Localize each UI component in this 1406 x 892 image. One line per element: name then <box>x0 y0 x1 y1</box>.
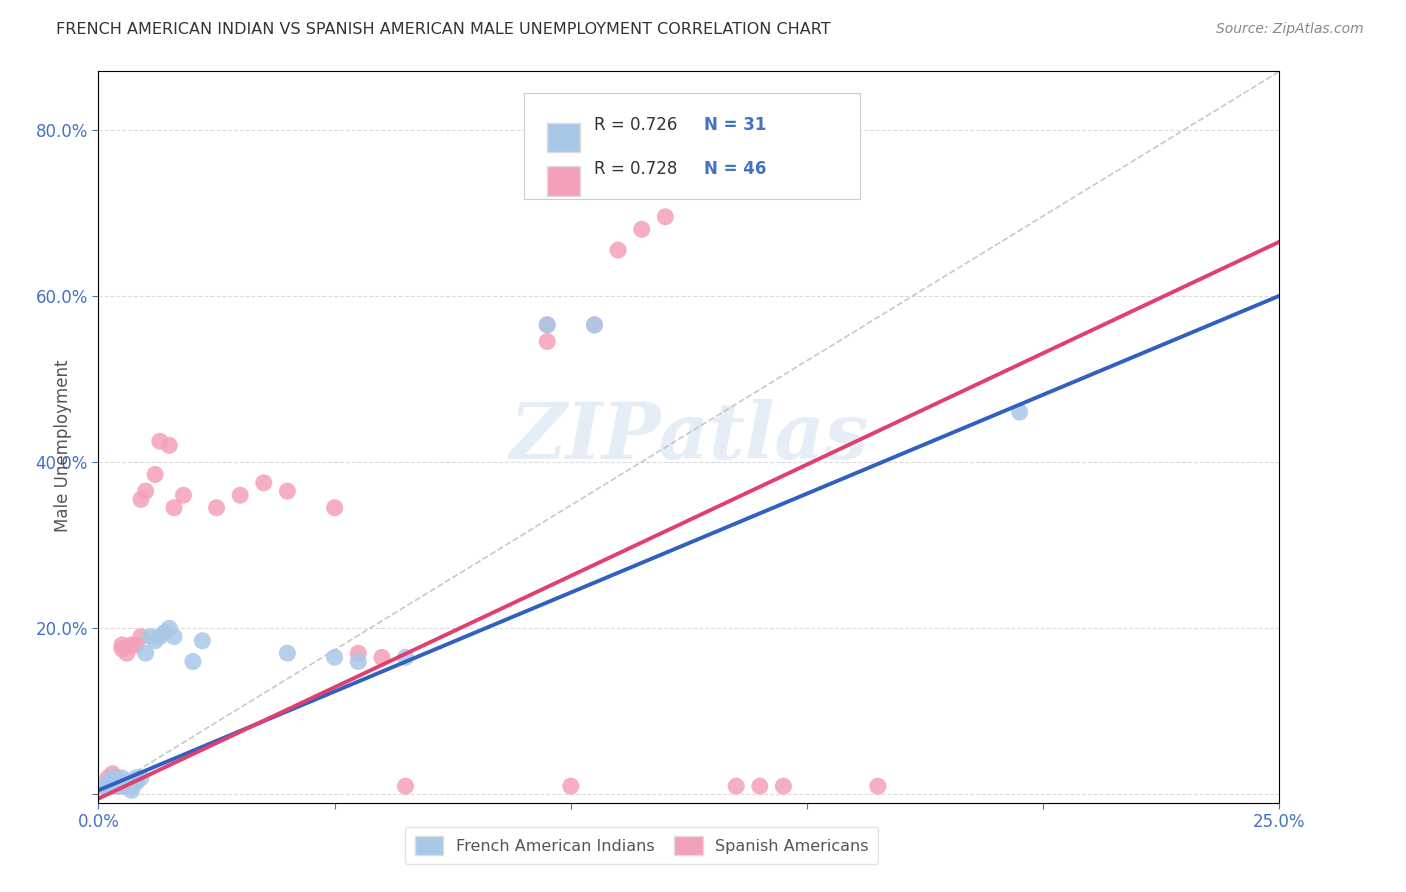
Point <box>129 630 152 644</box>
Point <box>163 630 186 644</box>
Point <box>371 650 394 665</box>
FancyBboxPatch shape <box>547 167 581 195</box>
Point <box>149 630 172 644</box>
Point <box>101 775 124 789</box>
Point <box>630 222 652 236</box>
Point <box>583 318 606 332</box>
Point <box>105 779 128 793</box>
Point <box>143 633 166 648</box>
Point <box>111 779 134 793</box>
Point <box>748 779 770 793</box>
Point <box>1008 405 1031 419</box>
Point <box>135 646 157 660</box>
Point <box>91 779 114 793</box>
Point <box>149 434 172 449</box>
Text: ZIPatlas: ZIPatlas <box>509 399 869 475</box>
Point <box>125 775 148 789</box>
Point <box>125 771 148 785</box>
Point <box>115 646 138 660</box>
Point <box>105 779 128 793</box>
Point <box>101 771 124 785</box>
Point <box>153 625 176 640</box>
Point <box>105 771 128 785</box>
Point <box>97 779 120 793</box>
Point <box>347 646 370 660</box>
Point <box>125 775 148 789</box>
Point <box>276 646 298 660</box>
Point <box>135 484 157 499</box>
FancyBboxPatch shape <box>547 122 581 152</box>
Point <box>111 771 134 785</box>
Point <box>654 210 676 224</box>
Point <box>772 779 794 793</box>
Text: R = 0.726: R = 0.726 <box>595 116 678 134</box>
Point <box>253 475 276 490</box>
Point <box>125 638 148 652</box>
Point <box>111 779 134 793</box>
Point <box>191 633 214 648</box>
Point <box>323 500 346 515</box>
Point <box>725 779 748 793</box>
Text: R = 0.728: R = 0.728 <box>595 160 678 178</box>
Point <box>139 630 162 644</box>
Point <box>97 779 120 793</box>
Point <box>121 775 143 789</box>
Point <box>172 488 194 502</box>
Point <box>143 467 166 482</box>
Point <box>129 771 152 785</box>
Point <box>678 177 700 191</box>
Point <box>323 650 346 665</box>
Point <box>866 779 889 793</box>
Legend: French American Indians, Spanish Americans: French American Indians, Spanish America… <box>405 827 879 864</box>
Point <box>560 779 582 793</box>
Point <box>394 779 416 793</box>
Point <box>157 438 180 452</box>
Point <box>583 318 606 332</box>
Point <box>121 779 143 793</box>
Point <box>157 621 180 635</box>
Point <box>101 779 124 793</box>
Text: Male Unemployment: Male Unemployment <box>55 359 72 533</box>
Point <box>115 775 138 789</box>
Point <box>101 766 124 780</box>
Point <box>97 771 120 785</box>
Point <box>536 334 558 349</box>
Point <box>536 318 558 332</box>
Point <box>205 500 228 515</box>
Point <box>121 638 143 652</box>
Point <box>229 488 252 502</box>
Point <box>105 775 128 789</box>
Point <box>163 500 186 515</box>
Point <box>121 783 143 797</box>
Text: FRENCH AMERICAN INDIAN VS SPANISH AMERICAN MALE UNEMPLOYMENT CORRELATION CHART: FRENCH AMERICAN INDIAN VS SPANISH AMERIC… <box>56 22 831 37</box>
Point <box>536 318 558 332</box>
Point <box>276 484 298 499</box>
FancyBboxPatch shape <box>523 94 860 200</box>
Point <box>101 775 124 789</box>
Point <box>111 638 134 652</box>
Point <box>607 243 630 257</box>
Point <box>347 655 370 669</box>
Point <box>91 779 114 793</box>
Point <box>129 492 152 507</box>
Point <box>111 642 134 657</box>
Text: N = 46: N = 46 <box>704 160 766 178</box>
Point <box>702 164 724 178</box>
Text: Source: ZipAtlas.com: Source: ZipAtlas.com <box>1216 22 1364 37</box>
Point <box>115 775 138 789</box>
Point <box>181 655 204 669</box>
Point <box>115 779 138 793</box>
Text: N = 31: N = 31 <box>704 116 766 134</box>
Point <box>394 650 416 665</box>
Point <box>97 775 120 789</box>
